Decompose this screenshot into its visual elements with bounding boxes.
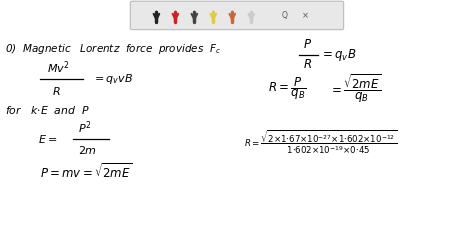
Text: $R = \dfrac{P}{q_B}$: $R = \dfrac{P}{q_B}$: [268, 76, 306, 102]
Text: $P$: $P$: [303, 38, 312, 51]
Text: $P = mv = \sqrt{2mE}$: $P = mv = \sqrt{2mE}$: [40, 162, 133, 181]
Text: 0)  Magnetic   Lorentz  force  provides  $F_c$: 0) Magnetic Lorentz force provides $F_c$: [5, 41, 221, 56]
Text: $P^2$: $P^2$: [78, 119, 92, 136]
Text: $= q_v B$: $= q_v B$: [320, 46, 356, 63]
Text: $R = \dfrac{\sqrt{2{\times}1{\cdot}67{\times}10^{-27}{\times}1{\cdot}602{\times}: $R = \dfrac{\sqrt{2{\times}1{\cdot}67{\t…: [244, 128, 397, 156]
Text: $= q_v vB$: $= q_v vB$: [92, 72, 134, 87]
FancyBboxPatch shape: [130, 1, 344, 30]
Text: for   $k{\cdot}E$  and  $P$: for $k{\cdot}E$ and $P$: [5, 104, 90, 116]
Text: Q: Q: [282, 11, 287, 20]
Text: $= \dfrac{\sqrt{2mE}}{q_B}$: $= \dfrac{\sqrt{2mE}}{q_B}$: [329, 73, 382, 105]
Text: $R$: $R$: [52, 85, 61, 97]
Text: $E=$: $E=$: [38, 133, 57, 145]
Text: $R$: $R$: [303, 58, 312, 71]
Text: $Mv^2$: $Mv^2$: [47, 60, 70, 76]
Text: $2m$: $2m$: [78, 144, 97, 156]
Text: ×: ×: [302, 11, 309, 20]
